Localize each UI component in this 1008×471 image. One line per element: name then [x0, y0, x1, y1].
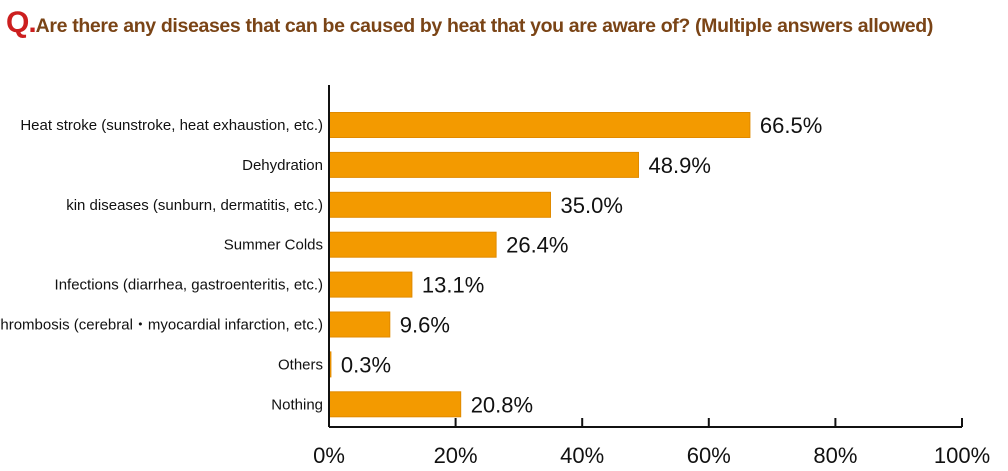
- bar: [328, 271, 413, 298]
- category-label: Thrombosis (cerebral・myocardial infarcti…: [0, 317, 323, 334]
- x-tick-label: 60%: [687, 443, 731, 468]
- bar: [328, 231, 497, 258]
- value-label: 20.8%: [471, 392, 533, 417]
- category-label: Nothing: [271, 396, 323, 413]
- value-label: 0.3%: [341, 352, 391, 377]
- category-label: Dehydration: [242, 157, 323, 174]
- value-label: 9.6%: [400, 313, 450, 338]
- value-label: 35.0%: [561, 193, 623, 218]
- x-tick-label: 0%: [313, 443, 345, 468]
- category-label: Heat stroke (sunstroke, heat exhaustion,…: [20, 117, 323, 134]
- bar: [328, 151, 639, 178]
- axes: [328, 85, 963, 428]
- value-label: 48.9%: [649, 153, 711, 178]
- bars: [328, 112, 751, 418]
- bar: [328, 311, 391, 338]
- value-label: 26.4%: [506, 233, 568, 258]
- category-label: Summer Colds: [224, 237, 323, 254]
- x-tick-label: 20%: [434, 443, 478, 468]
- x-tick-label: 40%: [560, 443, 604, 468]
- title-prefix: Q.: [6, 6, 37, 39]
- category-label: kin diseases (sunburn, dermatitis, etc.): [66, 197, 323, 214]
- x-tick-label: 100%: [934, 443, 990, 468]
- chart-title: Q.Are there any diseases that can be cau…: [6, 6, 933, 40]
- x-tick-label: 80%: [813, 443, 857, 468]
- title-question: Are there any diseases that can be cause…: [35, 15, 934, 37]
- value-label: 13.1%: [422, 273, 484, 298]
- value-label: 66.5%: [760, 113, 822, 138]
- category-label: Infections (diarrhea, gastroenteritis, e…: [55, 277, 323, 294]
- labels: Heat stroke (sunstroke, heat exhaustion,…: [0, 113, 990, 468]
- bar: [328, 391, 462, 418]
- category-label: Others: [278, 356, 323, 373]
- bar: [328, 191, 551, 218]
- bar: [328, 112, 751, 138]
